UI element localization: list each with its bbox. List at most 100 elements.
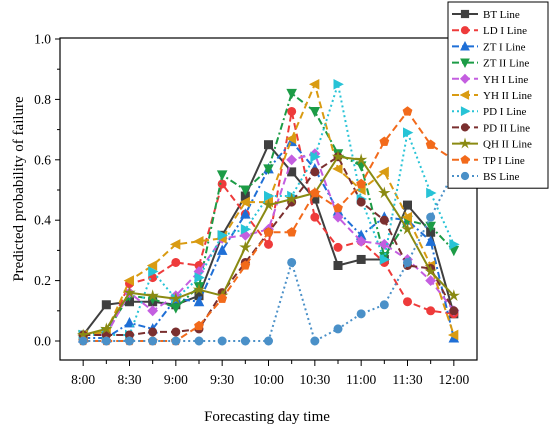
data-point-tp-i-line: [309, 187, 320, 198]
data-point-yh-i-line: [378, 238, 390, 250]
legend-label: BS Line: [483, 171, 519, 183]
x-tick-label: 11:30: [392, 372, 422, 387]
data-point-bs-line: [194, 336, 204, 346]
legend-item-zt-i-line: ZT I Line: [452, 40, 526, 53]
data-point-pd-i-line: [379, 254, 391, 265]
legend-label: TP I Line: [483, 155, 525, 167]
data-point-pd-i-line: [240, 223, 252, 235]
legend-item-ld-i-line: LD I Line: [452, 25, 527, 37]
data-point-yh-ii-line: [146, 260, 158, 271]
data-point-bs-line: [426, 212, 436, 222]
data-point-zt-i-line: [124, 317, 135, 328]
data-point-ld-i-line: [263, 239, 273, 249]
data-point-yh-ii-line: [239, 196, 250, 208]
data-point-bs-line: [125, 336, 135, 346]
data-point-qh-ii-line: [100, 322, 113, 335]
data-point-bs-line: [263, 336, 273, 346]
data-point-qh-ii-line: [331, 150, 345, 163]
data-point-pd-i-line: [194, 272, 205, 283]
data-point-yh-i-line: [147, 305, 159, 317]
x-tick-label: 11:00: [346, 372, 376, 387]
data-point-tp-i-line: [379, 136, 390, 146]
legend-swatch-marker: [459, 90, 470, 100]
legend-label: LD I Line: [483, 25, 527, 37]
data-point-qh-ii-line: [123, 286, 136, 298]
data-point-bt-line: [263, 140, 273, 150]
data-point-bt-line: [402, 200, 412, 210]
x-tick-label: 10:00: [253, 372, 284, 387]
data-point-yh-ii-line: [308, 79, 320, 90]
data-point-bs-line: [402, 257, 412, 267]
data-point-pd-ii-line: [148, 327, 158, 337]
data-point-yh-i-line: [425, 275, 437, 287]
x-tick-label: 8:30: [117, 372, 141, 387]
data-point-qh-ii-line: [239, 240, 252, 253]
data-point-pd-i-line: [263, 190, 275, 202]
data-point-qh-ii-line: [169, 292, 183, 304]
data-point-zt-ii-line: [263, 164, 274, 175]
legend-label: BT Line: [483, 9, 520, 21]
data-point-zt-ii-line: [170, 303, 182, 314]
legend-label: PD I Line: [483, 106, 527, 118]
series-line-yh-ii-line: [83, 83, 455, 336]
y-tick-label: 0.8: [34, 92, 51, 107]
series-line-pd-i-line: [83, 83, 455, 336]
data-point-bs-line: [217, 336, 227, 346]
data-point-zt-ii-line: [425, 221, 436, 233]
data-point-pd-i-line: [217, 230, 229, 241]
legend-item-pd-ii-line: PD II Line: [452, 122, 530, 134]
data-point-yh-ii-line: [123, 275, 134, 286]
data-point-qh-ii-line: [424, 265, 437, 277]
data-point-qh-ii-line: [192, 283, 206, 295]
data-point-pd-ii-line: [449, 306, 459, 316]
legend-swatch-marker: [460, 106, 471, 117]
data-point-zt-ii-line: [286, 88, 297, 100]
data-point-pd-i-line: [310, 151, 321, 163]
data-point-pd-ii-line: [356, 197, 366, 207]
data-point-bs-line: [78, 336, 88, 346]
data-point-yh-ii-line: [285, 133, 297, 144]
data-point-bs-line: [171, 336, 181, 346]
legend-item-pd-i-line: PD I Line: [452, 106, 527, 118]
data-point-pd-i-line: [402, 127, 414, 138]
data-point-qh-ii-line: [401, 222, 414, 235]
legend-label: YH II Line: [483, 90, 532, 102]
data-point-ld-i-line: [171, 257, 181, 267]
legend-label: ZT I Line: [483, 41, 526, 53]
data-point-pd-i-line: [333, 79, 344, 90]
data-point-tp-i-line: [194, 320, 204, 331]
data-point-qh-ii-line: [262, 198, 275, 211]
legend: BT Line LD I Line ZT I Line ZT II Line YH I …: [447, 1, 549, 189]
data-point-tp-i-line: [333, 202, 343, 213]
data-point-qh-ii-line: [285, 192, 298, 205]
y-tick-label: 0.4: [34, 213, 51, 228]
data-point-ld-i-line: [402, 297, 412, 307]
y-tick-label: 0.2: [34, 273, 51, 288]
x-tick-label: 12:00: [438, 372, 469, 387]
axis-ticks: 0.0 0.2 0.4 0.6 0.8 1.0 8:00 8:30 9:00 9:30 10:00 1…: [34, 32, 469, 388]
data-point-qh-ii-line: [354, 153, 368, 166]
data-point-bt-line: [333, 260, 343, 270]
data-point-bs-line: [310, 336, 320, 346]
data-point-tp-i-line: [356, 178, 367, 189]
x-tick-label: 9:00: [164, 372, 188, 387]
data-point-bs-line: [148, 336, 158, 346]
data-point-yh-ii-line: [193, 236, 204, 247]
series-bs-line: [78, 167, 459, 346]
data-point-ld-i-line: [426, 306, 436, 316]
data-point-ld-i-line: [333, 242, 343, 252]
data-point-yh-ii-line: [169, 239, 181, 250]
data-point-zt-i-line: [193, 295, 205, 307]
data-point-bs-line: [333, 324, 343, 334]
legend-swatch-marker: [460, 123, 470, 132]
legend-item-tp-i-line: TP I Line: [452, 155, 525, 167]
series-line-yh-i-line: [83, 152, 455, 336]
legend-swatch-marker: [460, 171, 470, 181]
y-tick-label: 1.0: [34, 32, 51, 47]
x-axis-title: Forecasting day time: [204, 409, 330, 425]
data-point-qh-ii-line: [447, 289, 461, 301]
data-point-bs-line: [101, 336, 111, 346]
data-point-pd-ii-line: [379, 215, 389, 225]
data-point-yh-ii-line: [401, 211, 413, 223]
